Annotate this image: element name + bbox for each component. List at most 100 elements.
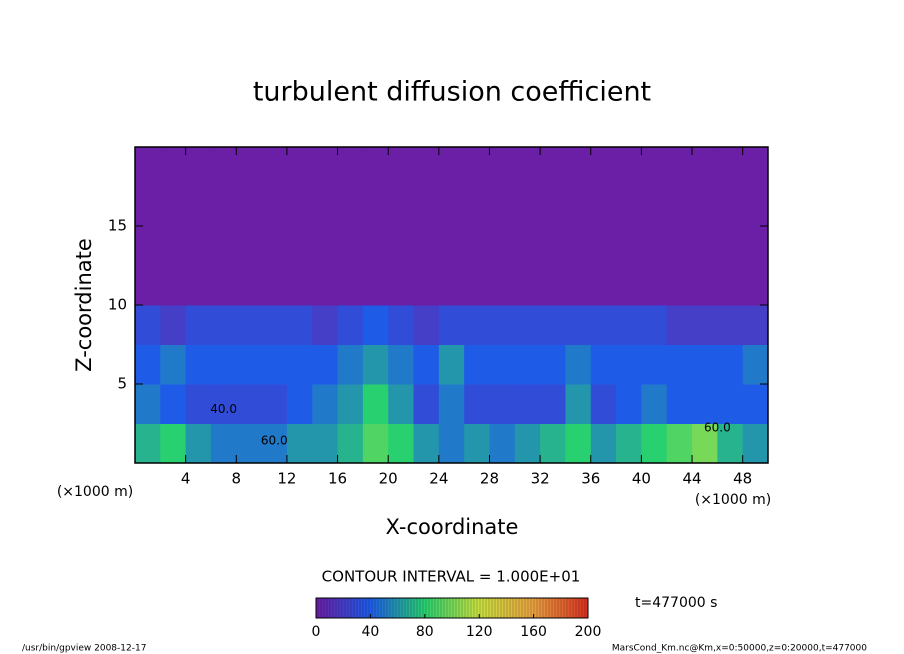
heat-cell bbox=[185, 423, 212, 464]
heat-cell bbox=[413, 305, 440, 345]
heat-cell bbox=[210, 384, 237, 424]
heat-cell bbox=[388, 384, 415, 424]
heat-cell bbox=[641, 344, 668, 385]
heat-cell bbox=[489, 147, 516, 306]
heat-cell bbox=[540, 305, 566, 345]
x-tick-label: 20 bbox=[379, 470, 398, 488]
heat-cell bbox=[210, 344, 237, 385]
heat-cell bbox=[565, 305, 592, 345]
heat-cell bbox=[185, 305, 212, 345]
heat-cell bbox=[489, 305, 516, 345]
heat-cell bbox=[362, 384, 389, 424]
heat-cell bbox=[388, 147, 415, 306]
heat-cell bbox=[742, 305, 769, 345]
heat-cell bbox=[210, 147, 237, 306]
heat-cell bbox=[438, 423, 465, 464]
heat-cell bbox=[160, 305, 187, 345]
heat-cell bbox=[185, 344, 212, 385]
heat-cell bbox=[666, 147, 693, 306]
heat-cell bbox=[590, 384, 617, 424]
contour-label: 60.0 bbox=[704, 421, 731, 435]
heat-cell bbox=[514, 147, 541, 306]
heat-cell bbox=[616, 344, 642, 385]
heat-cell bbox=[590, 344, 617, 385]
heat-cell bbox=[337, 344, 364, 385]
heat-cell bbox=[413, 384, 440, 424]
y-axis-label: Z-coordinate bbox=[72, 238, 96, 372]
heat-cell bbox=[717, 423, 744, 464]
contour-label: 40.0 bbox=[210, 402, 237, 416]
heat-cell bbox=[210, 423, 237, 464]
heat-cell bbox=[692, 423, 718, 464]
x-tick-label: 16 bbox=[328, 470, 347, 488]
heat-cell bbox=[540, 344, 566, 385]
heat-cell bbox=[337, 423, 364, 464]
heat-cell bbox=[590, 423, 617, 464]
time-label: t=477000 s bbox=[635, 595, 717, 611]
heat-cell bbox=[464, 423, 490, 464]
x-tick-label: 40 bbox=[632, 470, 651, 488]
heat-cell bbox=[717, 305, 744, 345]
heat-cell bbox=[286, 344, 313, 385]
heat-cell bbox=[160, 384, 187, 424]
x-tick-label: 12 bbox=[277, 470, 296, 488]
colorbar-tick-label: 200 bbox=[575, 624, 602, 640]
heat-cell bbox=[135, 384, 161, 424]
heat-cell bbox=[540, 384, 566, 424]
heat-cell bbox=[236, 147, 263, 306]
heat-cell bbox=[236, 423, 263, 464]
x-tick-label: 24 bbox=[429, 470, 448, 488]
colorbar-tick-label: 80 bbox=[416, 624, 434, 640]
heat-cell bbox=[489, 344, 516, 385]
heat-cell bbox=[565, 344, 592, 385]
heat-cell bbox=[160, 147, 187, 306]
heat-cell bbox=[286, 384, 313, 424]
heat-cell bbox=[438, 305, 465, 345]
heat-cell bbox=[413, 147, 440, 306]
x-tick-label: 8 bbox=[232, 470, 242, 488]
heat-cell bbox=[337, 305, 364, 345]
colorbar-tick-label: 40 bbox=[361, 624, 379, 640]
heat-cell bbox=[413, 423, 440, 464]
colorbar-tick-label: 160 bbox=[520, 624, 547, 640]
heat-cell bbox=[641, 305, 668, 345]
heat-cell bbox=[438, 384, 465, 424]
heat-cell bbox=[641, 147, 668, 306]
heat-cell bbox=[742, 344, 769, 385]
heat-cell bbox=[616, 147, 642, 306]
heat-cell bbox=[312, 423, 339, 464]
heat-cell bbox=[641, 423, 668, 464]
heat-cell bbox=[261, 384, 288, 424]
contour-interval: CONTOUR INTERVAL = 1.000E+01 bbox=[322, 568, 581, 586]
heat-cell bbox=[666, 423, 693, 464]
heat-cell bbox=[135, 423, 161, 464]
heat-cell bbox=[312, 305, 339, 345]
heat-cell bbox=[514, 384, 541, 424]
x-tick-label: 44 bbox=[682, 470, 701, 488]
heat-cell bbox=[261, 305, 288, 345]
unit-label: (×1000 m) bbox=[57, 484, 133, 500]
heat-cell bbox=[590, 147, 617, 306]
heat-cell bbox=[641, 384, 668, 424]
heat-cell bbox=[337, 384, 364, 424]
colorbar-tick-label: 0 bbox=[312, 624, 321, 640]
heat-cell bbox=[135, 344, 161, 385]
x-tick-label: 4 bbox=[181, 470, 191, 488]
y-tick-label: 10 bbox=[108, 296, 127, 314]
y-tick-label: 5 bbox=[117, 375, 127, 393]
heat-cell bbox=[185, 147, 212, 306]
heat-cell bbox=[742, 423, 769, 464]
heat-cell bbox=[261, 344, 288, 385]
heat-cell bbox=[312, 147, 339, 306]
heat-cell bbox=[692, 384, 718, 424]
heat-cell bbox=[362, 344, 389, 385]
heat-cell bbox=[413, 344, 440, 385]
heat-cell bbox=[616, 384, 642, 424]
heat-cell bbox=[362, 423, 389, 464]
heat-cell bbox=[540, 423, 566, 464]
heat-cell bbox=[312, 344, 339, 385]
heat-cell bbox=[464, 344, 490, 385]
heat-cell bbox=[388, 423, 415, 464]
